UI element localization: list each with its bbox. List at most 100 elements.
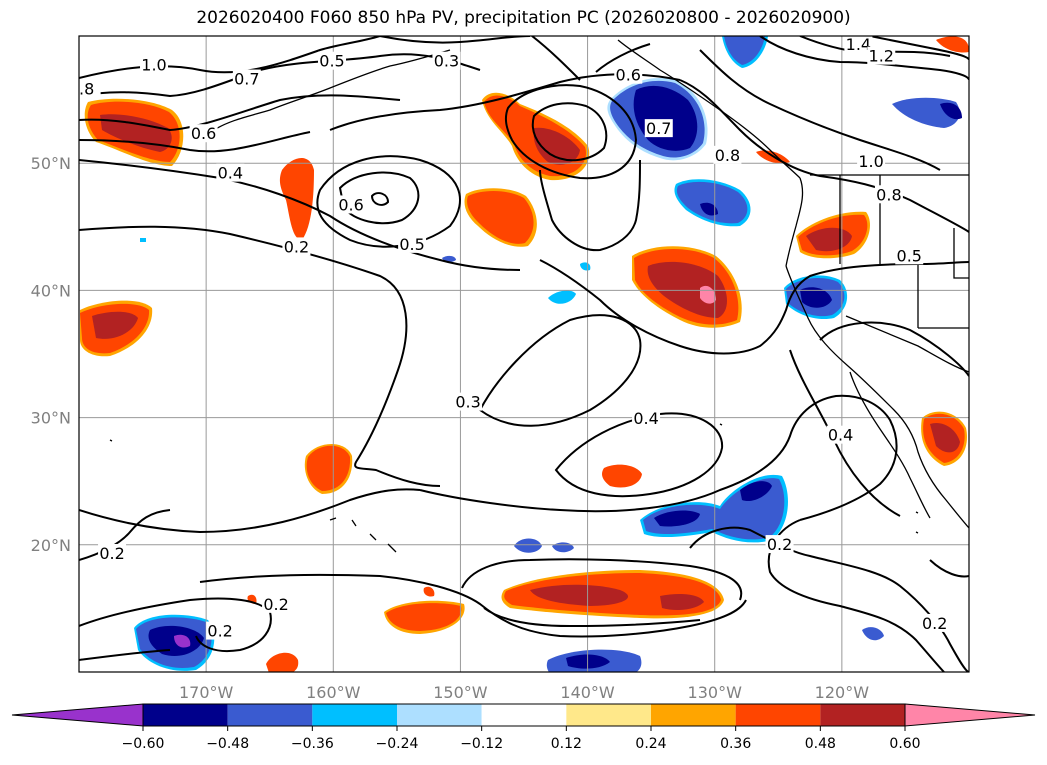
pv-contour <box>767 519 945 672</box>
contour-label-bg <box>98 543 127 562</box>
contour-label-bg <box>454 392 483 411</box>
colorbar-segment <box>651 704 736 726</box>
colorbar-tick-label: −0.24 <box>376 736 419 752</box>
lon-tick-label: 170°W <box>179 683 234 702</box>
contour-label-bg <box>765 535 794 554</box>
contour-label: 0.8 <box>715 146 740 165</box>
island <box>109 423 919 534</box>
contour-label: 0.2 <box>99 544 124 563</box>
coastline-alaska <box>617 39 801 179</box>
precip-area <box>92 311 138 339</box>
contour-label-bg <box>318 51 347 70</box>
pv-contour <box>554 412 724 498</box>
pv-contour <box>595 43 651 73</box>
border-us-mexico <box>845 315 969 373</box>
contour-label-bg <box>874 185 903 204</box>
precip-area <box>940 102 962 120</box>
colorbar-tick-label: 0.12 <box>551 736 582 752</box>
lon-tick-label: 160°W <box>306 683 361 702</box>
pv-contour <box>79 488 421 534</box>
pv-contour <box>461 558 743 601</box>
precip-area <box>580 262 591 271</box>
hawaii <box>329 517 397 553</box>
pv-contour <box>79 225 441 487</box>
contour-label-bg <box>189 124 218 143</box>
longitude-labels: 170°W 160°W 150°W 140°W 130°W 120°W <box>179 683 869 702</box>
pv-contour <box>539 159 641 252</box>
contour-label-bg <box>614 65 643 84</box>
lon-tick-label: 120°W <box>815 683 870 702</box>
contour-label: 0.5 <box>399 235 424 254</box>
contour-label-bg <box>79 79 101 98</box>
contour-label: 0.6 <box>616 66 641 85</box>
contour-label-bg <box>920 613 949 632</box>
pv-contour <box>379 36 531 44</box>
precip-area <box>602 464 642 488</box>
pv-contour <box>79 131 311 153</box>
pv-contour <box>929 559 969 578</box>
pv-contour <box>699 49 941 171</box>
contour-label: 0.5 <box>897 246 922 265</box>
precip-area <box>423 586 435 597</box>
pv-contour <box>419 394 898 521</box>
precip-area <box>676 181 748 224</box>
contour-label-bg <box>644 119 673 138</box>
precip-area <box>100 114 172 152</box>
contour-label: 1.2 <box>869 47 894 66</box>
contour-label-bg <box>826 425 855 444</box>
latitude-labels: 20°N 30°N 40°N 50°N <box>31 154 71 555</box>
lat-tick-label: 20°N <box>31 536 71 555</box>
pv-contour <box>79 649 171 661</box>
plot-frame <box>78 35 970 673</box>
pv-contour <box>869 36 969 61</box>
precip-area <box>862 627 884 641</box>
precip-area <box>724 36 765 65</box>
pv-contour <box>689 526 969 672</box>
pv-contour <box>79 94 401 132</box>
contour-label: 0.2 <box>767 535 792 554</box>
lon-tick-label: 150°W <box>433 683 488 702</box>
colorbar: −0.60 −0.48 −0.36 −0.24 −0.12 0.12 0.24 0.36 0.4… <box>11 703 1036 752</box>
colorbar-segment <box>397 704 482 726</box>
precip-area <box>306 445 351 491</box>
colorbar-segment <box>312 704 397 726</box>
precip-area <box>740 481 772 502</box>
contour-label-bg <box>232 69 261 88</box>
contour-label-bg <box>713 145 742 164</box>
precip-area <box>700 202 718 216</box>
contour-label-bg <box>282 237 311 256</box>
precip-area <box>266 652 299 672</box>
pv-contour <box>504 84 638 180</box>
contour-label: 0.3 <box>434 52 459 71</box>
precip-area <box>654 510 700 527</box>
precip-area <box>174 634 191 648</box>
border-state <box>839 175 969 329</box>
lon-tick-label: 130°W <box>688 683 743 702</box>
contour-label: 0.4 <box>828 426 853 445</box>
precip-area <box>386 603 462 631</box>
precip-area <box>514 538 542 553</box>
contour-label: 0.2 <box>263 595 288 614</box>
contour-label: 1.0 <box>141 56 166 75</box>
pv-contour <box>79 159 521 271</box>
precip-area <box>140 238 146 242</box>
colorbar-tick-label: 0.48 <box>805 736 836 752</box>
pv-contour <box>819 321 969 377</box>
contour-label: 0.6 <box>338 195 363 214</box>
coastline-canada <box>785 177 804 267</box>
contour-label: .8 <box>79 80 94 99</box>
colorbar-segment <box>820 704 905 726</box>
pv-contour <box>316 155 461 248</box>
pv-contour <box>483 607 701 628</box>
precip-area <box>533 127 580 165</box>
precip-area <box>279 157 314 240</box>
lat-tick-label: 40°N <box>31 281 71 300</box>
contour-label: 0.6 <box>191 124 216 143</box>
colorbar-tick-label: −0.36 <box>291 736 334 752</box>
precip-area <box>930 422 960 453</box>
contour-label-bg <box>140 55 169 74</box>
precip-area <box>936 36 969 53</box>
lat-tick-label: 50°N <box>31 154 71 173</box>
precip-area <box>660 594 704 610</box>
